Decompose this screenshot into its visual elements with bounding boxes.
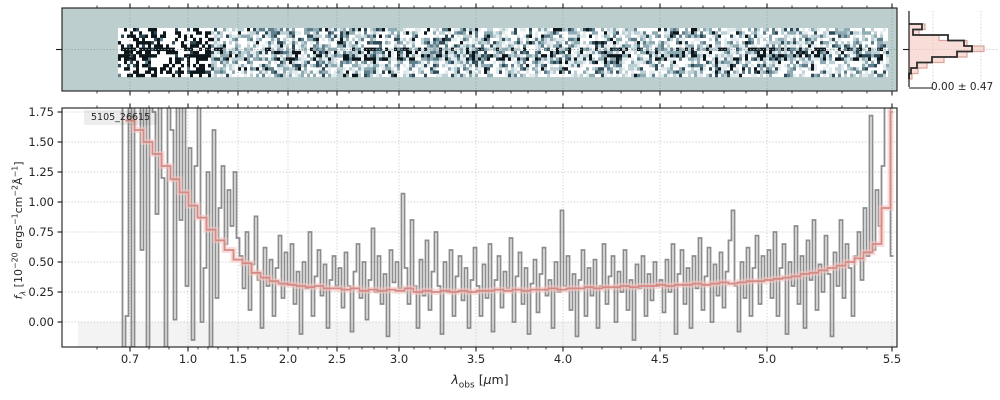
svg-text:4.5: 4.5 <box>651 352 669 366</box>
main-gridlines <box>62 108 897 347</box>
gray-spectrum-line <box>116 108 894 347</box>
histogram-stats-label: 0.00 ± 0.47 <box>931 81 994 93</box>
svg-text:1.50: 1.50 <box>28 135 54 149</box>
svg-text:0.00: 0.00 <box>28 315 54 329</box>
svg-text:1.5: 1.5 <box>229 352 247 366</box>
x-tick-labels: 0.7 1.0 1.5 2.0 2.5 3.0 3.5 4.0 4.5 5.0 5.5 <box>121 352 901 366</box>
y-axis-label: fλ [10−20 ergs−1cm−2Å−1] <box>10 161 28 300</box>
svg-text:1.75: 1.75 <box>28 105 54 119</box>
svg-text:1.00: 1.00 <box>28 195 54 209</box>
svg-text:5.5: 5.5 <box>883 352 901 366</box>
model-spectrum-line <box>125 109 894 295</box>
svg-text:3.0: 3.0 <box>390 352 408 366</box>
spectrum-2d-noise-image <box>118 28 889 78</box>
svg-text:1.0: 1.0 <box>179 352 197 366</box>
svg-text:1.25: 1.25 <box>28 165 54 179</box>
svg-text:2.0: 2.0 <box>279 352 297 366</box>
svg-text:0.7: 0.7 <box>121 352 139 366</box>
svg-text:5.0: 5.0 <box>758 352 776 366</box>
spectrum-2d-frame <box>56 3 898 96</box>
svg-text:3.5: 3.5 <box>467 352 485 366</box>
main-plot-frame <box>61 107 898 348</box>
object-id-label: 5105_26615 <box>84 110 158 125</box>
below-zero-shade <box>78 322 897 347</box>
x-axis-label: λobs [μm] <box>451 372 509 391</box>
main-plot-ticks <box>57 103 893 352</box>
svg-text:2.5: 2.5 <box>328 352 346 366</box>
y-tick-labels: 0.00 0.25 0.50 0.75 1.00 1.25 1.50 1.75 <box>28 105 54 329</box>
svg-text:0.75: 0.75 <box>28 225 54 239</box>
spectrum-2d-gridlines <box>62 8 897 91</box>
svg-text:4.0: 4.0 <box>554 352 572 366</box>
svg-text:0.50: 0.50 <box>28 255 54 269</box>
svg-text:0.25: 0.25 <box>28 285 54 299</box>
residual-histogram-panel <box>903 11 998 89</box>
histogram-dark-steps <box>908 23 973 79</box>
histogram-pink-steps <box>909 23 985 80</box>
